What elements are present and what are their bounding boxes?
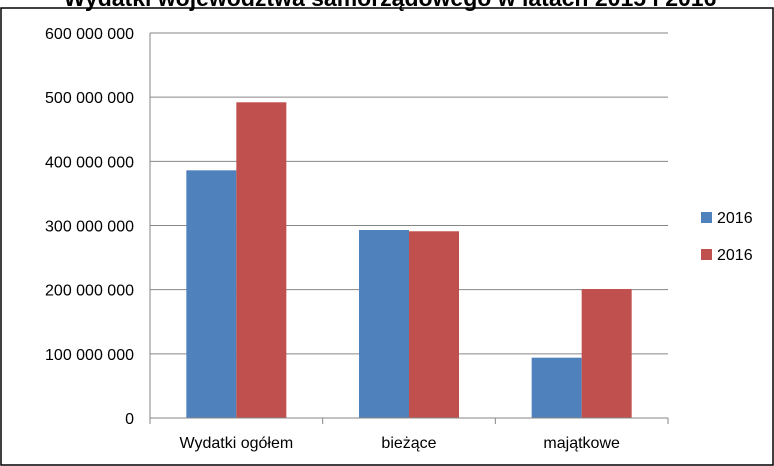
x-tick-labels: Wydatki ogółem bieżące majątkowe [179, 435, 620, 452]
y-tick-label: 300 000 000 [45, 219, 134, 236]
x-tick-label: majątkowe [543, 435, 620, 452]
y-tick-labels: 0 100 000 000 200 000 000 300 000 000 400 00… [45, 26, 134, 428]
x-tick-label: Wydatki ogółem [179, 435, 293, 452]
x-tick-label: bieżące [381, 435, 436, 452]
y-tick-label: 200 000 000 [45, 283, 134, 300]
bar-series-1-2 [359, 229, 409, 418]
bar-series-2-1 [236, 102, 287, 419]
bar-series-1-1 [186, 170, 237, 418]
bar-series-2-2 [409, 231, 459, 418]
bar-series-1-3 [531, 357, 582, 418]
legend-label-1: 2016 [717, 210, 753, 227]
legend: 2016 2016 [701, 210, 753, 264]
y-tick-label: 400 000 000 [45, 154, 134, 171]
legend-swatch-2 [701, 249, 712, 260]
bar-series-2-3 [581, 289, 632, 418]
bars [186, 102, 632, 419]
axes [149, 33, 669, 424]
y-tick-label: 0 [125, 411, 134, 428]
legend-swatch-1 [701, 212, 712, 223]
legend-label-2: 2016 [717, 247, 753, 264]
y-tick-label: 100 000 000 [45, 347, 134, 364]
chart-title: Wydatki województwa samorządowego w lata… [64, 0, 717, 11]
y-tick-label: 600 000 000 [45, 26, 134, 43]
y-tick-label: 500 000 000 [45, 90, 134, 107]
